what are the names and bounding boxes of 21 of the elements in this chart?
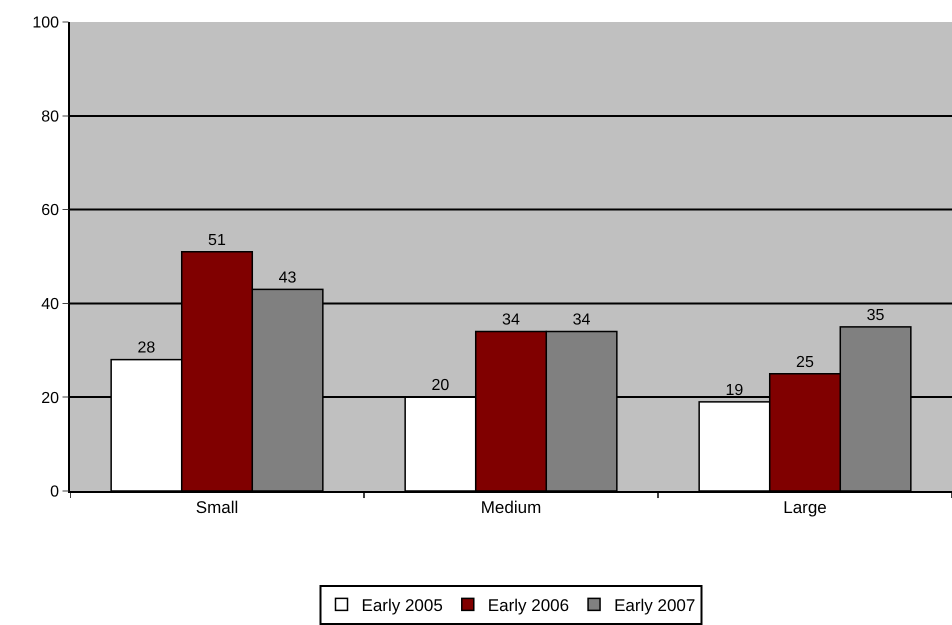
x-tick-label: Small [196,498,238,518]
legend-label: Early 2007 [614,596,696,615]
y-tick-label: 0 [50,484,60,501]
legend-label: Early 2005 [362,596,443,615]
data-label: 43 [278,269,297,286]
x-tick-label: Large [783,498,827,518]
data-label: 34 [502,312,520,329]
legend-label: Early 2006 [488,596,570,615]
data-label: 28 [137,340,156,357]
y-tick-label: 100 [32,14,60,32]
data-label: 35 [866,306,885,324]
y-tick-label: 20 [41,390,60,407]
y-tick-label: 60 [41,202,60,220]
data-label: 19 [725,382,744,399]
data-label: 25 [796,354,814,371]
y-tick-label: 80 [41,108,60,126]
x-tick-label: Medium [480,498,542,518]
data-label: 20 [431,377,450,394]
data-label: 34 [572,312,591,329]
y-tick-label: 40 [41,296,60,313]
data-label: 51 [208,232,226,249]
